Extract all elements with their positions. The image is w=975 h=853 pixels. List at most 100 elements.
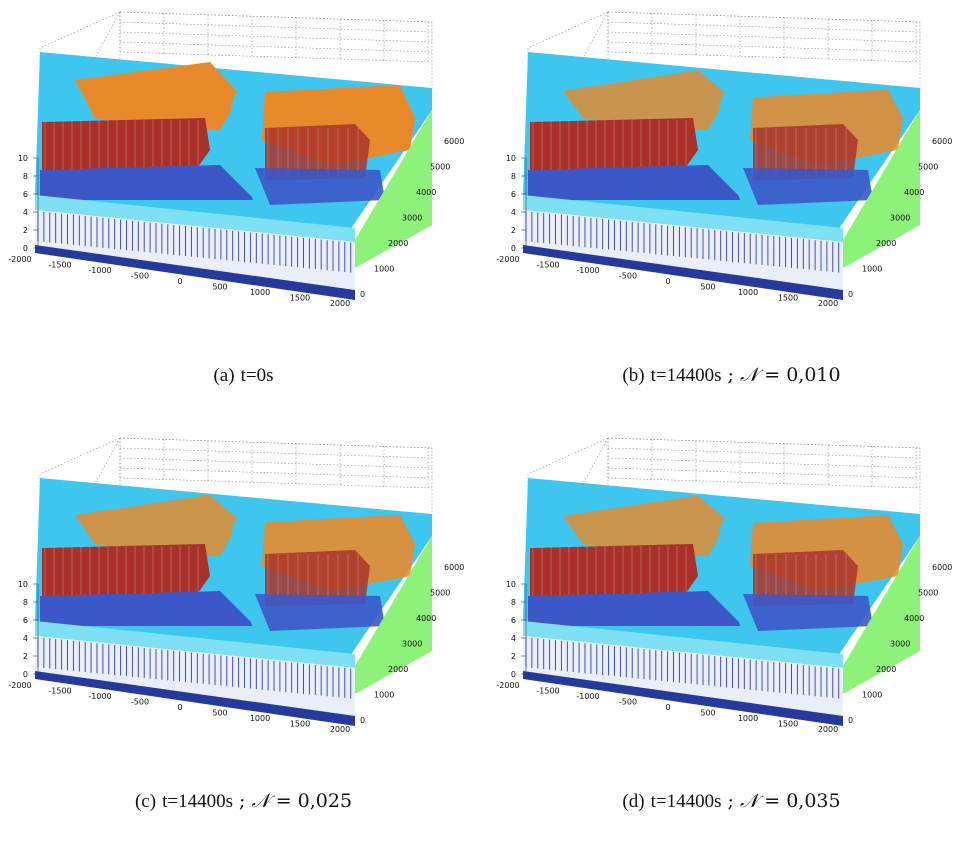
caption-time: t=14400s (650, 791, 722, 812)
z-tick-label: 8 (23, 598, 28, 607)
x-tick-label: 1000 (738, 714, 758, 723)
y-axis: 0 1000 2000 3000 4000 5000 6000 (360, 137, 464, 299)
x-tick-label: 0 (665, 277, 670, 286)
caption-n-symbol: 𝒩 (739, 364, 759, 386)
cliff-face-right (743, 594, 873, 631)
y-tick-label: 2000 (876, 239, 896, 248)
side-face (355, 536, 432, 694)
y-tick-label: 5000 (918, 163, 938, 172)
terrain-upper-left (563, 70, 728, 130)
front-face (523, 636, 843, 716)
panel-caption: (a) t=0s (0, 364, 487, 387)
caption-time: t=14400s (162, 791, 233, 812)
x-tick-label: -2000 (496, 255, 519, 264)
x-tick-label: -2000 (496, 681, 519, 690)
y-axis: 0 1000 2000 3000 4000 5000 6000 (848, 563, 952, 725)
z-tick-label: 6 (511, 190, 516, 199)
caption-time: t=14400s (650, 365, 722, 386)
x-tick-label: -1000 (576, 692, 599, 701)
panel-caption: (b) t=14400s ; 𝒩 = 0,010 (622, 364, 841, 386)
z-tick-label: 2 (511, 652, 516, 661)
caption-n-symbol: 𝒩 (251, 790, 270, 812)
y-tick-label: 2000 (876, 665, 896, 674)
y-tick-label: 6000 (932, 137, 952, 146)
z-tick-label: 8 (23, 172, 28, 181)
z-tick-label: 10 (506, 580, 516, 589)
front-stripes (37, 637, 352, 699)
z-tick-label: 6 (23, 616, 28, 625)
x-tick-label: 1500 (290, 720, 310, 729)
x-tick-label: 2000 (818, 725, 838, 734)
x-tick-label: 2000 (818, 299, 838, 308)
y-axis: 0 1000 2000 3000 4000 5000 6000 (848, 137, 952, 299)
river-channel (230, 93, 263, 202)
x-tick-label: -1000 (88, 266, 111, 275)
surface-plot: 0 2 4 6 8 10 -2000 -1500 -1000 -500 0 500 1000 1500 20… (8, 11, 464, 308)
panel-c: 0 2 4 6 8 10 -2000 -1500 -1000 -500 0 500 1000 1500 20… (0, 426, 487, 852)
y-tick-label: 3000 (890, 640, 910, 649)
z-axis: 0 2 4 6 8 10 (18, 580, 39, 679)
y-tick-label: 1000 (862, 265, 882, 274)
y-tick-label: 3000 (402, 214, 422, 223)
x-tick-label: 1500 (778, 720, 798, 729)
panel-d: 0 2 4 6 8 10 -2000 -1500 -1000 -500 0 500 1000 1500 20… (488, 426, 975, 852)
surface-plot: 0 2 4 6 8 10 -2000 -1500 -1000 -500 0 500 1000 1500 20… (8, 437, 464, 734)
x-tick-label: -1500 (536, 687, 559, 696)
x-axis: -2000 -1500 -1000 -500 0 500 1000 1500 2000 (8, 681, 350, 734)
caption-tag: (c) (134, 791, 157, 812)
cliff-face-left (40, 591, 255, 626)
y-tick-label: 5000 (430, 163, 450, 172)
side-face (843, 110, 920, 268)
y-axis: 0 1000 2000 3000 4000 5000 6000 (360, 563, 464, 725)
x-tick-label: -1000 (576, 266, 599, 275)
y-tick-label: 0 (360, 716, 365, 725)
x-tick-label: 500 (700, 283, 715, 292)
cliff-face-left (528, 591, 743, 626)
z-tick-label: 4 (23, 634, 28, 643)
front-water-band (523, 621, 843, 668)
caption-tag: (a) (213, 365, 235, 386)
y-tick-label: 5000 (918, 589, 938, 598)
y-tick-label: 1000 (374, 265, 394, 274)
y-tick-label: 0 (360, 290, 365, 299)
x-tick-label: 2000 (330, 299, 350, 308)
front-stripes (525, 637, 840, 699)
front-face (523, 210, 843, 290)
cliff-face-right (255, 594, 385, 631)
bed-base (523, 671, 843, 726)
plot-box-grid (39, 11, 433, 159)
cliff-face-left (528, 165, 743, 200)
y-tick-label: 3000 (890, 214, 910, 223)
z-tick-label: 2 (23, 226, 28, 235)
bed-base (35, 671, 355, 726)
x-tick-label: 500 (212, 283, 227, 292)
caption-tag: (b) (622, 365, 645, 386)
terrain-upper-left (75, 62, 240, 130)
front-stripes (525, 211, 840, 273)
river-channel (718, 93, 751, 205)
x-axis: -2000 -1500 -1000 -500 0 500 1000 1500 2000 (496, 255, 838, 308)
z-tick-label: 0 (23, 670, 28, 679)
x-tick-label: -1500 (536, 261, 559, 270)
x-tick-label: -500 (131, 272, 149, 281)
y-tick-label: 5000 (430, 589, 450, 598)
x-tick-label: 0 (177, 703, 182, 712)
y-tick-label: 1000 (374, 691, 394, 700)
x-tick-label: -1500 (48, 687, 71, 696)
z-axis: 0 2 4 6 8 10 (506, 154, 527, 253)
terrain-block-right (265, 550, 370, 606)
terrain-block-right (753, 550, 858, 606)
z-tick-label: 4 (23, 208, 28, 217)
x-tick-label: -500 (619, 272, 637, 281)
z-tick-label: 6 (511, 616, 516, 625)
front-face (35, 636, 355, 716)
y-tick-label: 6000 (444, 563, 464, 572)
y-tick-label: 2000 (388, 239, 408, 248)
surface-plot: 0 2 4 6 8 10 -2000 -1500 -1000 -500 0 500 1000 1500 20… (496, 437, 952, 734)
caption-n-value: 0,025 (297, 790, 353, 812)
river-channel (718, 519, 751, 630)
bed-base (523, 245, 843, 300)
terrain-block-right (753, 124, 858, 180)
x-tick-label: -500 (131, 698, 149, 707)
y-tick-label: 4000 (904, 614, 924, 623)
